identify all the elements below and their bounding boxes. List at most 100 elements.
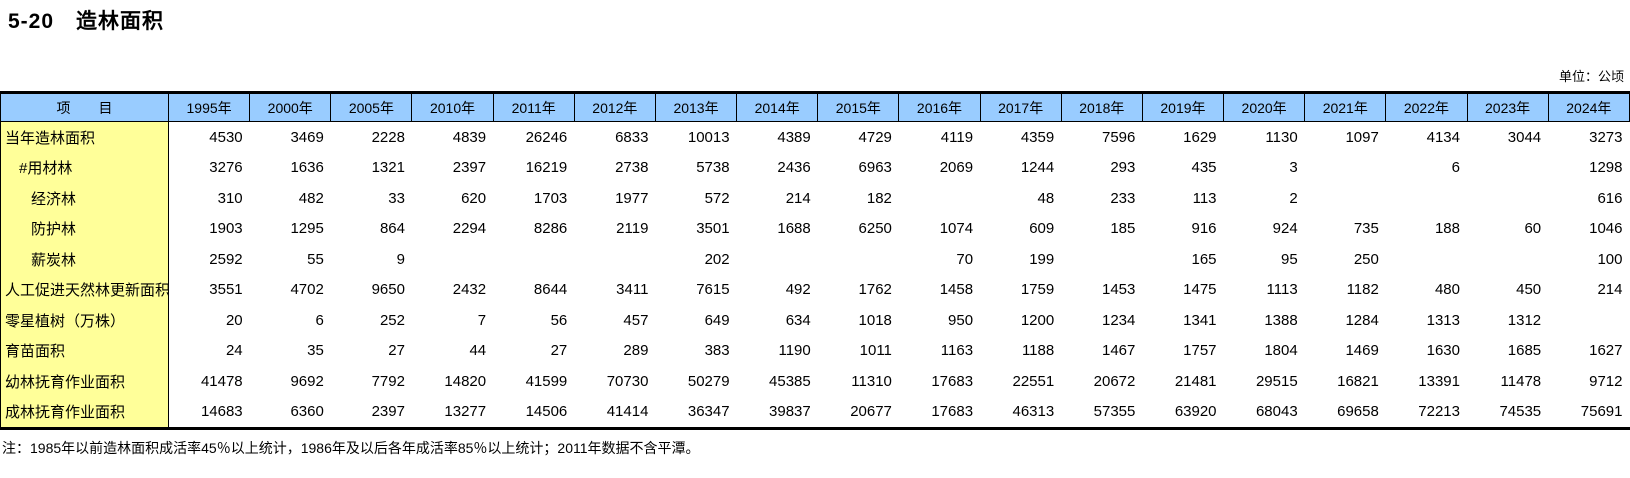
table-row: 成林抚育作业面积 14683 6360 2397 13277 14506 41414 3634… [0, 396, 1630, 429]
table-cell: 75691 [1548, 396, 1630, 429]
table-cell: 480 [1385, 274, 1467, 305]
table-cell: 72213 [1385, 396, 1467, 429]
table-row: 幼林抚育作业面积 41478 9692 7792 14820 41599 70730 5027… [0, 366, 1630, 397]
table-cell [817, 244, 899, 275]
row-label: 经济林 [0, 183, 169, 214]
table-cell: 616 [1548, 183, 1630, 214]
table-cell: 24 [168, 335, 250, 366]
table-cell: 100 [1548, 244, 1630, 275]
table-cell: 17683 [898, 366, 981, 397]
table-cell: 1046 [1548, 213, 1630, 244]
table-cell: 1312 [1467, 305, 1549, 336]
col-header-year: 2011年 [492, 92, 575, 122]
table-cell: 1113 [1223, 274, 1305, 305]
table-cell: 1234 [1061, 305, 1143, 336]
table-cell: 1074 [898, 213, 981, 244]
table-cell: 5738 [655, 152, 737, 183]
table-cell: 16821 [1304, 366, 1386, 397]
col-header-year: 2015年 [817, 92, 900, 122]
table-cell: 620 [411, 183, 494, 214]
table-cell: 1244 [980, 152, 1062, 183]
table-cell: 250 [1304, 244, 1386, 275]
table-cell: 46313 [980, 396, 1062, 429]
table-cell: 482 [249, 183, 331, 214]
table-cell: 182 [817, 183, 899, 214]
table-cell: 11310 [817, 366, 899, 397]
table-cell: 2738 [574, 152, 656, 183]
table-cell: 185 [1061, 213, 1143, 244]
table-cell: 1453 [1061, 274, 1143, 305]
table-cell: 41599 [493, 366, 575, 397]
col-header-year: 1995年 [167, 92, 251, 122]
row-label: #用材林 [0, 152, 169, 183]
table-cell [493, 244, 575, 275]
table-row: 人工促进天然林更新面积 3551 4702 9650 2432 8644 3411 7615 4… [0, 274, 1630, 305]
table-cell: 7792 [330, 366, 412, 397]
table-cell: 3501 [655, 213, 737, 244]
col-header-year: 2000年 [249, 92, 332, 122]
table-cell: 450 [1467, 274, 1549, 305]
table-cell: 20677 [817, 396, 899, 429]
table-cell: 22551 [980, 366, 1062, 397]
table-cell: 457 [574, 305, 656, 336]
table-cell: 1688 [736, 213, 818, 244]
row-label: 育苗面积 [0, 335, 169, 366]
page-title: 5-20 造林面积 [8, 10, 165, 33]
table-cell: 1163 [898, 335, 981, 366]
table-cell: 252 [330, 305, 412, 336]
table-cell: 1757 [1142, 335, 1224, 366]
afforestation-table: 项 目 1995年 2000年 2005年 2010年 2011年 2012年 2013年 2… [0, 91, 1630, 430]
table-cell: 56 [493, 305, 575, 336]
table-cell: 60 [1467, 213, 1549, 244]
row-label: 当年造林面积 [0, 121, 169, 153]
table-cell: 44 [411, 335, 494, 366]
table-cell [1467, 183, 1549, 214]
table-cell: 1018 [817, 305, 899, 336]
table-cell: 33 [330, 183, 412, 214]
table-cell: 1627 [1548, 335, 1630, 366]
table-cell: 1313 [1385, 305, 1467, 336]
table-cell: 6250 [817, 213, 899, 244]
table-cell: 1130 [1223, 121, 1305, 153]
footnote: 注：1985年以前造林面积成活率45％以上统计，1986年及以后各年成活率85％… [2, 440, 700, 456]
table-row: 薪炭林 2592 55 9 202 70 199 165 95 250 100 [0, 244, 1630, 275]
table-cell: 2397 [330, 396, 412, 429]
table-cell [574, 244, 656, 275]
table-cell: 950 [898, 305, 981, 336]
table-row: 防护林 1903 1295 864 2294 8286 2119 3501 1688 6250 10… [0, 213, 1630, 244]
table-cell: 293 [1061, 152, 1143, 183]
table-cell: 1762 [817, 274, 899, 305]
table-cell: 1188 [980, 335, 1062, 366]
table-cell: 1097 [1304, 121, 1386, 153]
table-cell: 57355 [1061, 396, 1143, 429]
table-cell: 199 [980, 244, 1062, 275]
table-cell: 3411 [574, 274, 656, 305]
table-cell: 8286 [493, 213, 575, 244]
table-cell: 1341 [1142, 305, 1224, 336]
table-cell: 1182 [1304, 274, 1386, 305]
table-cell [1304, 152, 1386, 183]
table-cell: 39837 [736, 396, 818, 429]
table-cell: 735 [1304, 213, 1386, 244]
table-cell: 74535 [1467, 396, 1549, 429]
table-cell: 289 [574, 335, 656, 366]
table-cell: 572 [655, 183, 737, 214]
table-cell: 45385 [736, 366, 818, 397]
table-cell: 68043 [1223, 396, 1305, 429]
table-cell: 48 [980, 183, 1062, 214]
table-cell: 1467 [1061, 335, 1143, 366]
table-cell: 7596 [1061, 121, 1143, 153]
table-cell: 233 [1061, 183, 1143, 214]
table-cell: 1321 [330, 152, 412, 183]
col-header-item: 项 目 [0, 92, 169, 122]
row-label: 幼林抚育作业面积 [0, 366, 169, 397]
table-cell: 2294 [411, 213, 494, 244]
table-cell: 70 [898, 244, 981, 275]
table-cell: 27 [330, 335, 412, 366]
table-cell: 2436 [736, 152, 818, 183]
table-cell: 6 [249, 305, 331, 336]
table-cell: 6833 [574, 121, 656, 153]
table-cell: 214 [1548, 274, 1630, 305]
table-cell: 41414 [574, 396, 656, 429]
table-cell: 4839 [411, 121, 494, 153]
